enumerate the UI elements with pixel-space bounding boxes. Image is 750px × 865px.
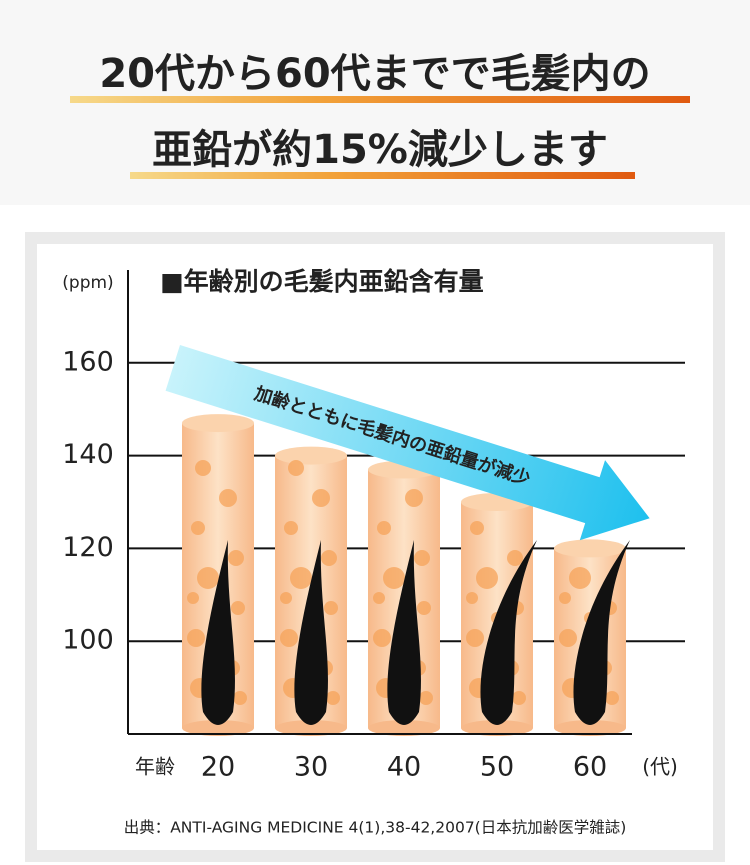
bar-dot xyxy=(559,592,571,604)
bar-top xyxy=(182,414,254,433)
hair xyxy=(201,540,235,725)
bar-dot xyxy=(288,460,304,476)
bar-bottom xyxy=(368,720,440,736)
bar-top xyxy=(554,539,626,558)
hair xyxy=(387,540,421,725)
headline: 20代から60代までで毛髪内の xyxy=(99,51,650,97)
hair xyxy=(573,540,630,725)
x-unit: (代) xyxy=(642,755,678,779)
bar-dot xyxy=(231,601,245,615)
arrow-shape xyxy=(165,345,650,541)
bar-dot xyxy=(280,592,292,604)
underline xyxy=(130,172,635,179)
x-tick-label: 40 xyxy=(387,752,421,783)
bar-dot xyxy=(383,567,405,589)
bar-dot xyxy=(377,521,391,535)
hair xyxy=(480,540,537,725)
y-tick-label: 120 xyxy=(62,532,114,563)
y-tick-label: 140 xyxy=(62,439,114,470)
bar-dot xyxy=(195,460,211,476)
x-tick-label: 30 xyxy=(294,752,328,783)
x-tick-label: 20 xyxy=(201,752,235,783)
bar-dot xyxy=(373,592,385,604)
bar-dot xyxy=(228,550,244,566)
source: 出典：ANTI-AGING MEDICINE 4(1),38-42,2007(日… xyxy=(124,819,627,837)
bar-bottom xyxy=(461,720,533,736)
bar-dot xyxy=(326,691,340,705)
bar-dot xyxy=(470,521,484,535)
hair xyxy=(294,540,328,725)
bar-dot xyxy=(507,550,523,566)
bar-dot xyxy=(280,629,298,647)
bar-dot xyxy=(187,592,199,604)
bar-dot xyxy=(373,629,391,647)
bar-bottom xyxy=(275,720,347,736)
bar-dot xyxy=(414,550,430,566)
y-tick-label: 100 xyxy=(62,625,114,656)
bar-dot xyxy=(324,601,338,615)
bar-dot xyxy=(187,629,205,647)
bar-dot xyxy=(233,691,247,705)
bar-dot xyxy=(290,567,312,589)
bar-dot xyxy=(312,489,330,507)
bar-dot xyxy=(512,691,526,705)
bar-dot xyxy=(559,629,577,647)
bar-dot xyxy=(219,489,237,507)
bar-dot xyxy=(605,691,619,705)
bar-dot xyxy=(569,567,591,589)
y-unit: (ppm) xyxy=(62,273,113,293)
bar-bottom xyxy=(554,720,626,736)
x-label: 年齢 xyxy=(135,755,175,779)
bar-dot xyxy=(476,567,498,589)
bar-dot xyxy=(191,521,205,535)
bar-dot xyxy=(321,550,337,566)
bar-bottom xyxy=(182,720,254,736)
bar-dot xyxy=(197,567,219,589)
headline: 亜鉛が約15%減少します xyxy=(152,127,608,173)
bar-top xyxy=(275,446,347,465)
bar-dot xyxy=(405,489,423,507)
plot: 100 120 140 160 20 30 40 50 60 xyxy=(62,270,685,783)
chart-title: ■年齢別の毛髪内亜鉛含有量 xyxy=(160,267,484,296)
bar-dot xyxy=(466,592,478,604)
y-tick-label: 160 xyxy=(62,346,114,377)
bar-dot xyxy=(284,521,298,535)
bar-dot xyxy=(417,601,431,615)
bar-dot xyxy=(419,691,433,705)
x-tick-label: 60 xyxy=(573,752,607,783)
x-tick-label: 50 xyxy=(480,752,514,783)
underline xyxy=(70,96,690,103)
bar-dot xyxy=(466,629,484,647)
